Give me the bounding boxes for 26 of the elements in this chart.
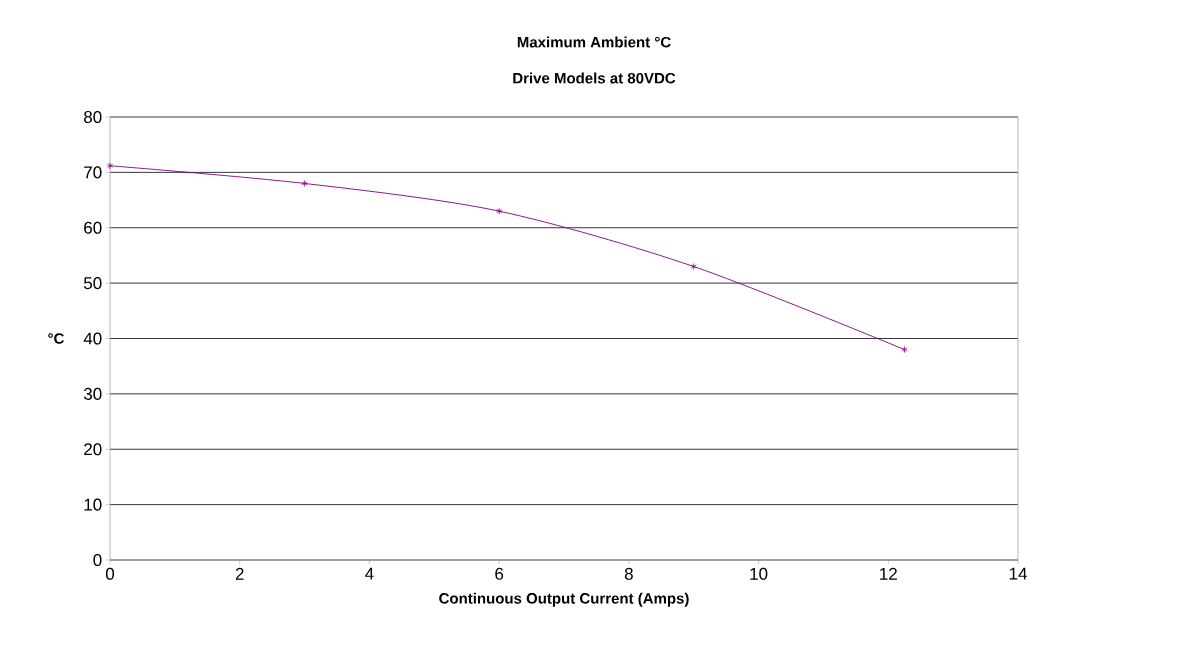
x-tick-label: 2 [235,567,244,580]
point [107,162,113,170]
point [690,263,697,270]
y-tick-label: 70 [84,166,102,179]
point [301,180,308,187]
y-tick-label: 80 [84,110,102,124]
point [496,207,503,215]
x-tick-label: 12 [880,567,897,580]
x-tick-label: 8 [624,567,633,580]
x-tick-label: 10 [750,567,768,580]
x-axis-title: Continuous Output Current (Amps) [439,592,689,607]
chart-subtitle: Drive Models at 80VDC [513,72,676,84]
y-tick-label: 50 [83,277,102,290]
chart-title: Maximum Ambient °C [517,36,671,48]
y-tick-label: 20 [84,443,102,456]
point [901,346,908,353]
y-tick-label: 0 [93,553,102,567]
x-tick-label: 6 [495,567,504,580]
y-tick-label: 10 [84,498,102,511]
x-tick-label: 0 [105,567,115,580]
y-axis-title: °C [48,333,65,344]
y-tick-label: 30 [83,387,102,400]
x-tick-label: 4 [365,567,374,580]
x-tick-label: 14 [1009,567,1027,580]
y-tick-label: 40 [83,332,102,345]
y-tick-label: 60 [84,221,102,234]
